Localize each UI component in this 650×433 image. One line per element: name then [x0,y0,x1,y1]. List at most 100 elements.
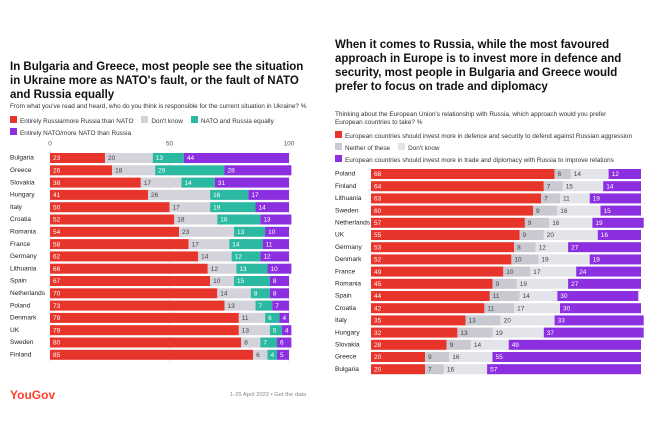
bar-segment [449,352,493,362]
bar-segment [214,177,289,188]
bar-segment [224,300,256,311]
bar-segment [269,276,289,286]
y-tick-label: Slovakia [335,342,360,349]
data-label: 19 [541,257,549,264]
bar-segment [104,153,153,163]
y-tick-label: Hungary [10,192,35,199]
bar-segment [568,278,641,289]
y-tick-label: Romania [10,229,36,236]
source-note[interactable]: 1-25 April 2022 • Get the data [230,392,307,398]
y-tick-label: Hungary [335,329,360,336]
data-label: 16 [447,366,455,373]
data-label: 10 [213,278,221,285]
data-label: 53 [374,244,382,251]
bar-segment [50,202,170,213]
bar-segment [535,242,569,253]
bar-segment [371,217,525,228]
y-tick-label: Sweden [335,207,359,214]
data-label: 30 [560,293,568,300]
data-label: 9 [428,354,432,361]
data-label: 80 [53,340,61,347]
bar-segment [229,239,263,250]
bar-segment [371,327,458,338]
bar-segment [238,312,266,323]
bar-segment [188,239,230,250]
data-label: 66 [53,266,61,273]
y-tick-label: Lithuania [10,265,37,272]
bar-segment [543,327,644,338]
bar-segment [198,251,232,262]
data-label: 19 [496,330,504,337]
y-tick-label: Netherlands [10,290,46,297]
bar-segment [236,263,268,274]
bar-segment [371,181,544,192]
data-label: 10 [270,266,278,273]
bar-segment [50,325,239,336]
legend-item: Entirely Russia/more Russia than NATO [10,116,133,126]
bar-segment [181,177,215,188]
bar-segment [234,276,270,286]
y-tick-label: Bulgaria [10,155,34,162]
bar-segment [210,202,256,213]
data-label: 7 [547,183,551,190]
bar-segment [277,337,292,348]
bar-segment [50,177,141,188]
data-label: 19 [593,257,601,264]
data-label: 18 [115,168,123,175]
data-label: 18 [220,217,228,224]
data-label: 11 [487,305,494,312]
bar-segment [603,181,641,192]
chart-title: In Bulgaria and Greece, most people see … [10,61,304,101]
bar-segment [492,352,641,362]
data-label: 16 [601,232,609,239]
data-label: 7 [275,303,279,310]
bar-segment [253,349,268,360]
bar-segment [371,266,504,277]
bar-segment [140,177,182,188]
bar-segment [50,349,254,360]
bar-segment [260,337,278,348]
bar-segment [262,239,289,250]
bar-segment [560,303,641,314]
data-label: 19 [213,204,221,211]
bar-segment [554,169,571,179]
data-label: 10 [506,269,514,276]
data-label: 20 [108,155,116,162]
bar-segment [50,263,208,274]
data-label: 6 [268,315,272,322]
legend-label: NATO and Russia equally [200,118,274,125]
bar-segment [541,193,560,204]
bar-segment [508,339,641,350]
y-tick-label: Poland [335,171,356,178]
data-label: 44 [187,155,195,162]
legend-label: Don't know [151,118,183,125]
legend-swatch [10,116,17,123]
bar-segment [50,226,180,237]
y-tick-label: Finland [335,183,357,190]
bar-segment [519,291,558,301]
bar-segment [371,291,490,301]
data-label: 7 [263,340,267,347]
y-tick-label: Lithuania [335,195,362,202]
legend-swatch [335,131,342,138]
bar-segment [152,153,184,163]
chart-title: When it comes to Russia, while the most … [335,39,622,93]
data-label: 13 [227,303,235,310]
data-label: 24 [579,269,587,276]
data-label: 32 [374,330,382,337]
y-tick-label: Germany [335,244,362,251]
legend: Entirely Russia/more Russia than NATO Don… [10,116,310,138]
bar-segment [50,251,199,262]
bar-segment [50,189,148,200]
x-tick-label: 100 [284,141,295,148]
y-tick-label: Finland [10,352,32,359]
bar-segment [484,303,515,314]
data-label: 54 [53,229,61,236]
data-label: 28 [374,342,382,349]
data-label: 6 [280,340,284,347]
data-label: 33 [558,318,566,325]
bar-segment [224,165,292,176]
y-tick-label: Greece [10,167,32,174]
bar-segment [457,327,493,338]
data-label: 67 [53,278,61,285]
